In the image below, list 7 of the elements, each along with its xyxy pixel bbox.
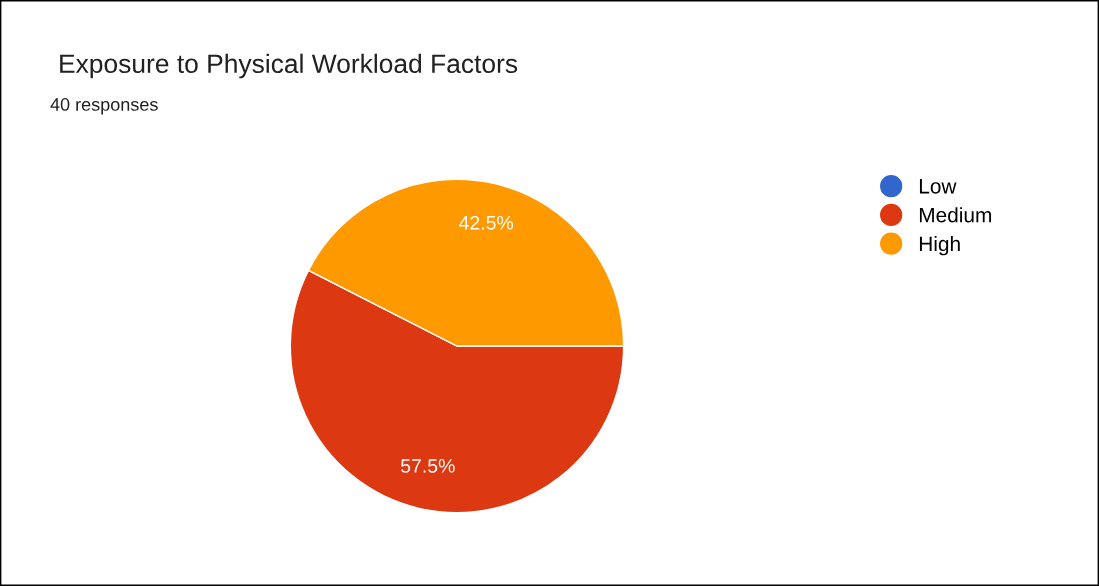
data-label: 42.5% [459, 215, 514, 230]
text: 40 responses [50, 98, 158, 115]
legend-label: High [919, 235, 960, 256]
legend-label: Medium [919, 207, 991, 223]
legend-label: Low [919, 179, 957, 194]
data-label: 57.5% [401, 459, 455, 473]
chart-title: Exposure to Physical Workload Factors [60, 53, 518, 79]
